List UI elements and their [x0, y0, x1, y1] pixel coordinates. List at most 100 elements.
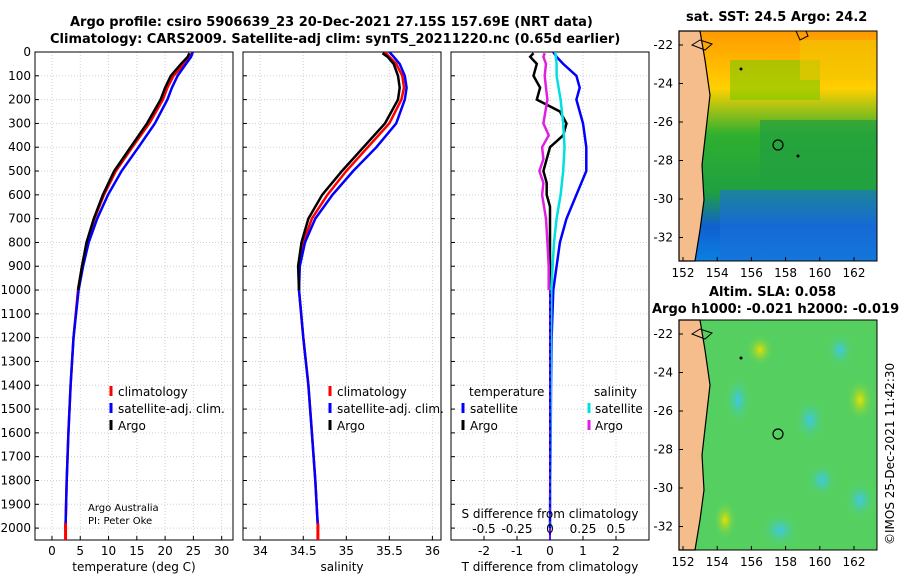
legend-entry: Argo [118, 419, 146, 433]
lat-tick-label: -22 [653, 38, 673, 52]
lon-tick-label: 162 [843, 555, 866, 569]
series-line-satellite-adj-clim- [297, 52, 408, 529]
lat-tick-label: -28 [653, 154, 673, 168]
s-tick-label: 0.5 [606, 522, 625, 536]
pi-label: PI: Peter Oke [88, 516, 152, 527]
y-tick-label: 1800 [0, 473, 31, 487]
x-tick-label: -2 [478, 544, 490, 558]
x-tick-label: 30 [214, 544, 229, 558]
difference-panel: -2 -1 0 1 2 T difference from climatology temp… [450, 51, 650, 574]
salinity-panel: 34 34.5 35 35.5 36 salinity climatology satelli… [242, 51, 444, 574]
x-tick-label: 36 [425, 544, 440, 558]
title-line-2: Climatology: CARS2009. Satellite-adj cli… [50, 32, 621, 47]
y-tick-label: 800 [8, 235, 31, 249]
panel-frame [242, 51, 442, 541]
x-tick-label: 1 [579, 544, 587, 558]
lat-tick-label: -28 [653, 443, 673, 457]
y-tick-label: 2000 [0, 521, 31, 535]
x-tick-label: 0 [546, 544, 554, 558]
y-tick-label: 1600 [0, 426, 31, 440]
sst-map-title: sat. SST: 24.5 Argo: 24.2 [686, 10, 868, 25]
lon-tick-label: 156 [740, 266, 763, 280]
y-tick-label: 100 [8, 69, 31, 83]
lon-tick-label: 158 [774, 266, 797, 280]
lon-tick-label: 160 [808, 555, 831, 569]
lon-tick-label: 154 [706, 266, 729, 280]
series-line-s-argo [538, 52, 551, 290]
legend-entry: satellite-adj. clim. [337, 402, 444, 416]
x-tick-label: 25 [186, 544, 201, 558]
y-tick-label: 600 [8, 188, 31, 202]
sla-map-title-1: Altim. SLA: 0.058 [709, 285, 836, 300]
y-tick-label: 1100 [0, 307, 31, 321]
legend-entry: Argo [470, 419, 498, 433]
lon-tick-label: 158 [774, 555, 797, 569]
s-tick-label: -0.25 [501, 522, 532, 536]
y-tick-label: 1500 [0, 402, 31, 416]
x-tick-label: 15 [129, 544, 144, 558]
y-tick-label: 500 [8, 164, 31, 178]
legend-entry: satellite [595, 402, 643, 416]
lat-tick-label: -30 [653, 192, 673, 206]
lon-tick-label: 154 [706, 555, 729, 569]
y-tick-label: 200 [8, 93, 31, 107]
legend-entry: satellite-adj. clim. [118, 402, 225, 416]
x-tick-label: 35.5 [376, 544, 403, 558]
lat-tick-label: -22 [653, 327, 673, 341]
x-tick-label: 34 [253, 544, 268, 558]
lat-tick-label: -24 [653, 77, 673, 91]
x-tick-label: 10 [101, 544, 116, 558]
series-line-s-satellite [548, 52, 566, 529]
x-tick-label: 2 [612, 544, 620, 558]
x-tick-label: -1 [511, 544, 523, 558]
x-tick-label: 5 [76, 544, 84, 558]
lon-tick-label: 152 [672, 266, 695, 280]
series-line-argo [296, 52, 401, 291]
legend-entry: satellite [470, 402, 518, 416]
lat-tick-label: -26 [653, 115, 673, 129]
s-tick-label: 0.25 [570, 522, 597, 536]
y-tick-label: 900 [8, 259, 31, 273]
y-tick-label: 300 [8, 116, 31, 130]
lat-tick-label: -32 [653, 231, 673, 245]
legend-entry: climatology [118, 385, 188, 399]
series-line-t-argo [528, 52, 568, 290]
y-tick-label: 700 [8, 212, 31, 226]
y-tick-label: 1400 [0, 378, 31, 392]
s-axis-label: S difference from climatology [462, 507, 639, 521]
y-tick-label: 400 [8, 140, 31, 154]
x-tick-label: 34.5 [290, 544, 317, 558]
lon-tick-label: 156 [740, 555, 763, 569]
x-tick-label: 35 [339, 544, 354, 558]
x-tick-label: 20 [157, 544, 172, 558]
sst-map [678, 30, 878, 262]
x-axis-label: salinity [320, 560, 363, 574]
s-tick-label: -0.5 [472, 522, 495, 536]
x-tick-label: 0 [48, 544, 56, 558]
y-tick-label: 1300 [0, 354, 31, 368]
s-tick-label: 0 [546, 522, 554, 536]
y-tick-label: 1700 [0, 450, 31, 464]
copyright-label: ©IMOS 25-Dec-2021 11:42:30 [883, 363, 897, 545]
lon-tick-label: 162 [843, 266, 866, 280]
title-line-1: Argo profile: csiro 5906639_23 20-Dec-20… [70, 15, 593, 30]
agency-label: Argo Australia [88, 503, 159, 514]
legend-entry: Argo [595, 419, 623, 433]
series-line-argo [76, 52, 191, 291]
y-tick-label: 1900 [0, 497, 31, 511]
map-axes: -22 -24 -26 -28 -30 -32 152 154 156 158 160 162 -22 -… [653, 38, 865, 569]
lat-tick-label: -24 [653, 366, 673, 380]
series-line-satellite-adj-clim- [64, 52, 194, 529]
lat-tick-label: -30 [653, 481, 673, 495]
panel-frame [34, 51, 234, 541]
temperature-panel: 0 5 10 15 20 25 30 temperature (deg C) 0 100 200 30… [0, 45, 234, 574]
y-tick-label: 0 [23, 45, 31, 59]
y-tick-label: 1000 [0, 283, 31, 297]
lon-tick-label: 152 [672, 555, 695, 569]
lon-tick-label: 160 [808, 266, 831, 280]
x-axis-label: temperature (deg C) [72, 560, 195, 574]
legend-title-temperature: temperature [469, 385, 544, 399]
legend-title-salinity: salinity [594, 385, 637, 399]
sla-map-title-2: Argo h1000: -0.021 h2000: -0.019 [652, 302, 900, 317]
